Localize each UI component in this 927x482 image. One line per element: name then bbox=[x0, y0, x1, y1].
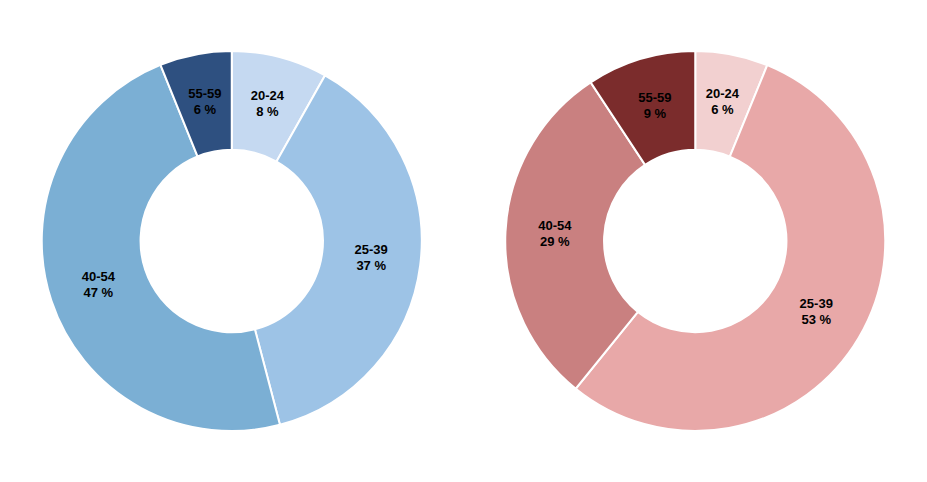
wedge-value-label: 53 % bbox=[801, 312, 831, 327]
wedge-value-label: 8 % bbox=[256, 104, 279, 119]
pie-group bbox=[42, 51, 422, 431]
wedge bbox=[42, 65, 280, 431]
pie-group bbox=[505, 51, 885, 431]
wedge-value-label: 9 % bbox=[644, 106, 667, 121]
wedge-category-label: 25-39 bbox=[800, 296, 833, 311]
wedge-category-label: 40-54 bbox=[538, 218, 572, 233]
chart-container: 20-248 %25-3937 %40-5447 %55-596 %20-246… bbox=[0, 0, 927, 482]
chart-svg: 20-248 %25-3937 %40-5447 %55-596 %20-246… bbox=[0, 0, 927, 482]
wedge-value-label: 6 % bbox=[711, 102, 734, 117]
wedge bbox=[591, 51, 696, 165]
wedge-value-label: 37 % bbox=[356, 258, 386, 273]
wedge-value-label: 6 % bbox=[194, 102, 217, 117]
wedge-category-label: 55-59 bbox=[188, 86, 221, 101]
wedge bbox=[255, 75, 422, 424]
label-group: 20-248 % 25-3937 % 40-5447 % 55-596 % bbox=[82, 86, 388, 299]
wedge-category-label: 20-24 bbox=[251, 88, 285, 103]
wedge-category-label: 40-54 bbox=[82, 269, 116, 284]
wedge-category-label: 20-24 bbox=[706, 86, 740, 101]
wedge bbox=[160, 51, 231, 156]
wedge-value-label: 47 % bbox=[83, 285, 113, 300]
label-group: 20-246 % 25-3953 % 40-5429 % 55-599 % bbox=[538, 86, 833, 327]
wedge-category-label: 55-59 bbox=[638, 90, 671, 105]
wedge-category-label: 25-39 bbox=[355, 242, 388, 257]
wedge-value-label: 29 % bbox=[540, 234, 570, 249]
